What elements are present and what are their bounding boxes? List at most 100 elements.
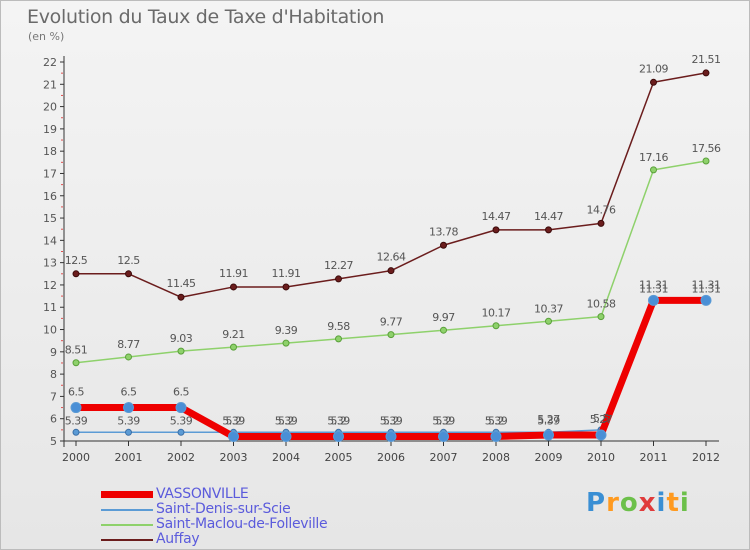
- data-point: [438, 431, 449, 443]
- data-point: [282, 283, 290, 291]
- data-point: [177, 428, 185, 436]
- data-point: [440, 241, 447, 249]
- data-label: 9.03: [170, 332, 193, 345]
- data-label: 10.58: [587, 298, 616, 311]
- data-point: [125, 353, 132, 361]
- x-tick-label: 2005: [325, 451, 353, 464]
- y-tick-label: 18: [43, 145, 57, 158]
- chart-title: Evolution du Taux de Taxe d'Habitation: [27, 6, 385, 28]
- y-tick-label: 9: [50, 346, 57, 359]
- data-label: 17.56: [692, 142, 721, 155]
- data-point: [333, 431, 344, 443]
- data-point: [702, 157, 710, 165]
- legend-swatch-saint-maclou: [101, 524, 153, 526]
- data-point: [650, 166, 657, 174]
- data-point: [702, 69, 710, 77]
- data-label: 12.64: [377, 251, 406, 264]
- data-point: [72, 359, 80, 367]
- data-point: [543, 429, 554, 441]
- data-label: 5.39: [117, 414, 140, 427]
- x-tick-label: 2007: [430, 451, 458, 464]
- y-tick-label: 12: [43, 279, 57, 292]
- logo-letter: x: [638, 488, 657, 518]
- data-point: [595, 429, 607, 441]
- y-unit-label: (en %): [28, 30, 65, 43]
- data-point: [545, 317, 552, 325]
- data-label: 13.78: [429, 225, 458, 238]
- data-label: 5.39: [222, 414, 245, 427]
- data-point: [385, 431, 397, 443]
- data-point: [492, 322, 500, 330]
- data-point: [545, 226, 552, 234]
- y-tick-label: 22: [43, 56, 57, 69]
- data-label: 10.17: [482, 307, 511, 320]
- data-label: 5.39: [537, 414, 560, 427]
- data-label: 14.47: [482, 210, 511, 223]
- data-label: 5.39: [170, 414, 193, 427]
- data-label: 12.27: [324, 259, 353, 272]
- logo-letter: i: [679, 488, 690, 518]
- y-tick-label: 14: [43, 234, 57, 247]
- y-tick-label: 21: [43, 78, 57, 91]
- x-tick-label: 2011: [640, 451, 668, 464]
- data-point: [700, 294, 712, 306]
- data-label: 5.39: [380, 414, 403, 427]
- y-tick-label: 10: [43, 324, 57, 337]
- data-point: [72, 270, 80, 278]
- x-tick-label: 2003: [220, 451, 248, 464]
- data-point: [125, 270, 132, 278]
- data-label: 11.31: [639, 278, 668, 291]
- data-label: 14.76: [587, 203, 616, 216]
- x-tick-label: 2004: [272, 451, 300, 464]
- y-tick-label: 11: [43, 301, 57, 314]
- x-tick-label: 2008: [482, 451, 510, 464]
- y-tick-label: 8: [50, 368, 57, 381]
- data-label: 6.5: [173, 386, 189, 399]
- data-point: [492, 226, 500, 234]
- data-point: [648, 294, 659, 306]
- data-label: 11.31: [639, 282, 668, 295]
- data-label: 11.45: [167, 277, 196, 290]
- logo-letter: t: [666, 488, 680, 518]
- y-tick-label: 20: [43, 101, 57, 114]
- y-tick-label: 5: [50, 435, 57, 448]
- data-label: 11.91: [272, 267, 301, 280]
- data-point: [335, 335, 342, 343]
- data-point: [597, 219, 605, 227]
- data-point: [230, 283, 237, 291]
- logo-letter: o: [619, 488, 639, 518]
- logo-letter: r: [606, 488, 620, 518]
- y-tick-label: 13: [43, 257, 57, 270]
- legend-label-saint-denis: Saint-Denis-sur-Scie: [156, 501, 291, 517]
- data-label: 5.39: [275, 414, 298, 427]
- x-tick-label: 2002: [167, 451, 195, 464]
- y-tick-label: 19: [43, 123, 57, 136]
- legend-swatch-saint-denis: [101, 509, 153, 511]
- data-label: 5.39: [327, 414, 350, 427]
- data-label: 9.39: [275, 324, 298, 337]
- y-tick-label: 16: [43, 190, 57, 203]
- data-label: 8.51: [65, 344, 88, 357]
- data-point: [597, 313, 605, 321]
- x-tick-label: 2009: [535, 451, 563, 464]
- data-point: [230, 343, 237, 351]
- legend-swatch-auffay: [101, 539, 153, 541]
- data-label: 5.2: [226, 415, 242, 428]
- data-point: [175, 402, 187, 414]
- legend-label-vassonville: VASSONVILLE: [156, 486, 249, 502]
- data-label: 17.16: [639, 151, 668, 164]
- data-label: 12.5: [65, 254, 88, 267]
- data-label: 5.2: [278, 415, 294, 428]
- y-tick-label: 15: [43, 212, 57, 225]
- data-label: 5.2: [436, 415, 452, 428]
- data-point: [177, 293, 185, 301]
- data-label: 5.27: [537, 413, 560, 426]
- data-label: 11.31: [692, 282, 721, 295]
- legend-swatch-vassonville: [101, 491, 153, 498]
- data-point: [123, 402, 134, 414]
- data-label: 9.77: [380, 316, 403, 329]
- data-point: [490, 431, 502, 443]
- logo-letter: P: [586, 488, 607, 518]
